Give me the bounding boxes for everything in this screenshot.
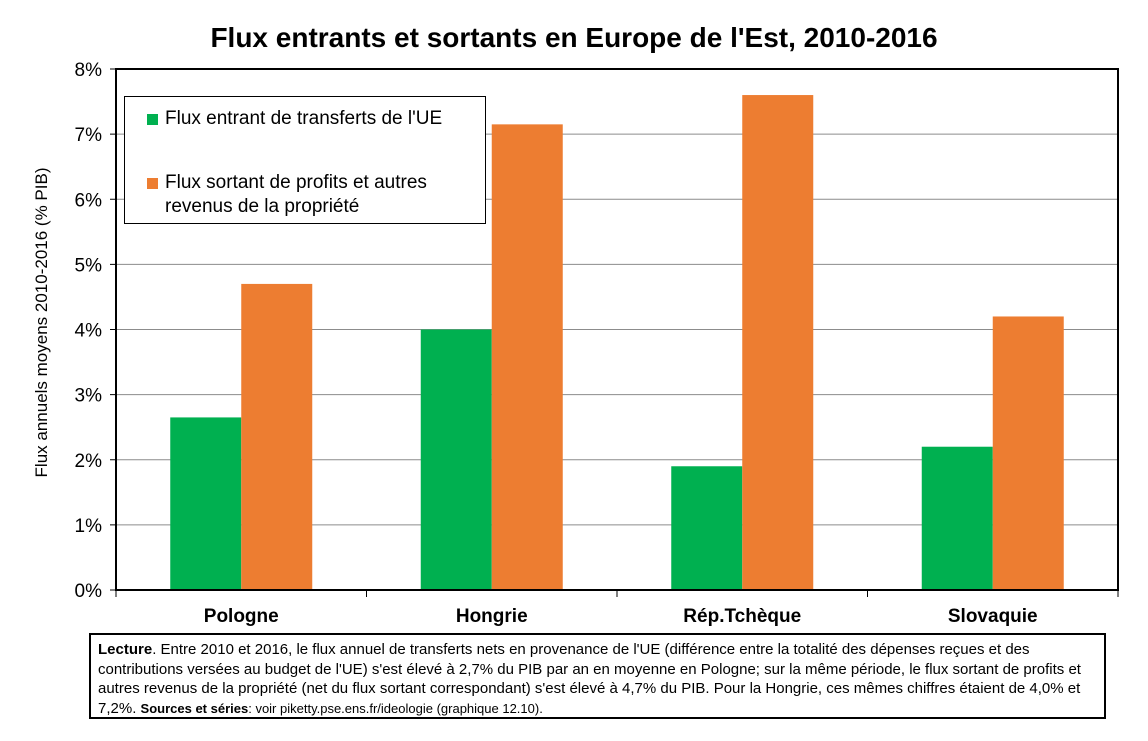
legend-swatch-series-1 bbox=[147, 114, 158, 125]
bar-series-1 bbox=[420, 329, 492, 590]
chart-title: Flux entrants et sortants en Europe de l… bbox=[210, 22, 938, 53]
x-category-label: Slovaquie bbox=[948, 606, 1038, 627]
legend-item-series-2: Flux sortant de profits et autres revenu… bbox=[147, 171, 427, 219]
bar-series-2 bbox=[742, 95, 814, 591]
reading-note: Lecture. Entre 2010 et 2016, le flux ann… bbox=[89, 633, 1106, 719]
bar-series-1 bbox=[921, 446, 993, 590]
note-text: . Entre 2010 et 2016, le flux annuel de … bbox=[98, 641, 1081, 717]
bar-series-2 bbox=[241, 283, 313, 590]
x-category-label: Hongrie bbox=[456, 606, 528, 627]
bar-series-2 bbox=[491, 124, 563, 590]
y-tick-label: 3% bbox=[75, 386, 103, 407]
y-tick-label: 7% bbox=[75, 125, 103, 146]
legend-label-series-1: Flux entrant de transferts de l'UE bbox=[165, 108, 443, 129]
bar-series-2 bbox=[992, 316, 1064, 590]
y-tick-label: 0% bbox=[75, 581, 103, 602]
note-sources-text: : voir piketty.pse.ens.fr/ideologie (gra… bbox=[248, 700, 543, 716]
bar-chart: 0% 1% 2% 3% 4% 5% 6% 7% 8% Pologne Hongrie Rép.Tchè… bbox=[32, 60, 1119, 627]
bar-series-1 bbox=[671, 466, 743, 590]
y-axis-label: Flux annuels moyens 2010-2016 (% PIB) bbox=[32, 168, 51, 478]
note-sources-label: Sources et séries bbox=[140, 700, 249, 716]
y-tick-label: 5% bbox=[75, 255, 103, 276]
x-category-label: Rép.Tchèque bbox=[683, 606, 801, 627]
x-category-label: Pologne bbox=[204, 606, 279, 627]
chart-legend: Flux entrant de transferts de l'UE Flux … bbox=[124, 96, 486, 224]
y-tick-label: 8% bbox=[75, 60, 103, 81]
legend-label-series-2: Flux sortant de profits et autres revenu… bbox=[165, 172, 427, 217]
note-lead: Lecture bbox=[98, 641, 153, 658]
y-tick-label: 4% bbox=[75, 321, 103, 342]
legend-item-series-1: Flux entrant de transferts de l'UE bbox=[147, 107, 442, 131]
y-tick-label: 1% bbox=[75, 516, 103, 537]
legend-swatch-series-2 bbox=[147, 178, 158, 189]
y-tick-label: 2% bbox=[75, 451, 103, 472]
bar-series-1 bbox=[170, 417, 242, 590]
y-tick-label: 6% bbox=[75, 190, 103, 211]
